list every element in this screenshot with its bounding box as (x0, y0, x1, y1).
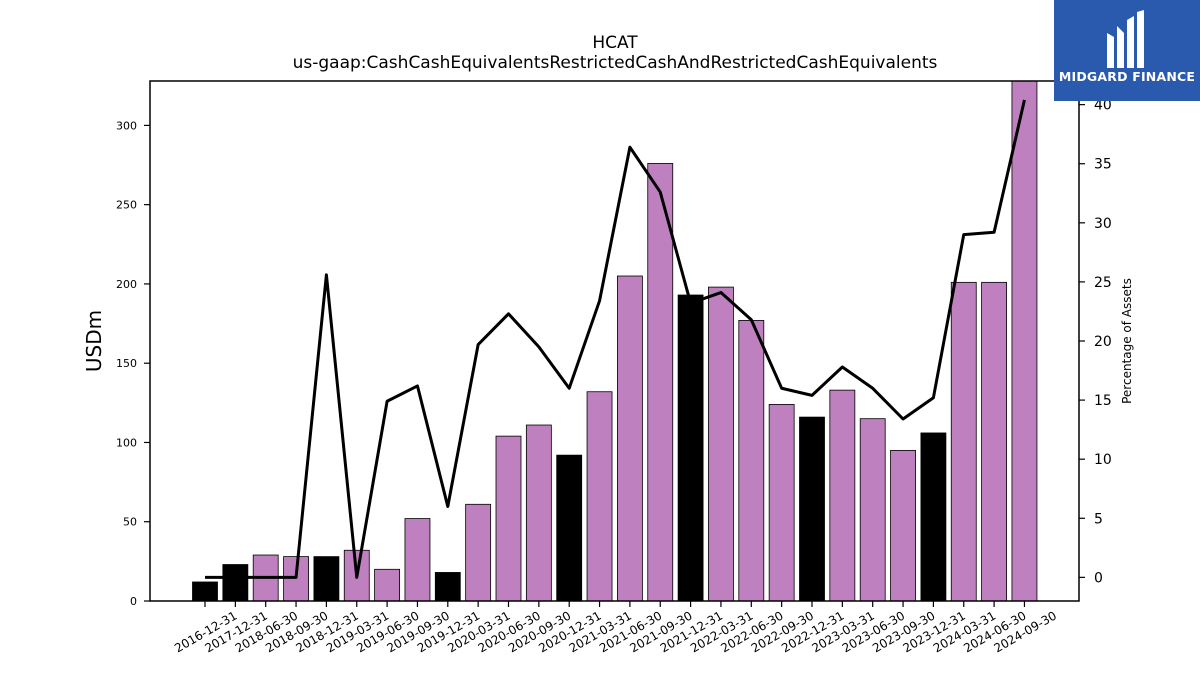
y-tick-label: 150 (116, 357, 137, 370)
bar (434, 572, 461, 602)
y2-tick-label: 5 (1094, 511, 1103, 527)
bar (920, 432, 947, 602)
bar (829, 389, 856, 602)
y-tick-label: 100 (116, 436, 137, 449)
y2-tick-label: 15 (1094, 393, 1112, 409)
y2-tick-label: 30 (1094, 216, 1112, 232)
y2-axis-label: Percentage of Assets (1120, 278, 1134, 404)
bar (677, 294, 704, 602)
bar (617, 275, 643, 602)
bar (890, 449, 916, 602)
bar (374, 568, 401, 602)
bar (192, 581, 218, 602)
y2-tick-label: 40 (1094, 98, 1112, 114)
line-series (205, 99, 1026, 579)
bar (556, 454, 583, 602)
chart-subtitle: us-gaap:CashCashEquivalentsRestrictedCas… (293, 53, 938, 73)
y2-tick-label: 35 (1094, 157, 1112, 173)
bar (647, 163, 674, 602)
y-tick-label: 50 (123, 516, 137, 529)
bar (981, 281, 1007, 602)
y2-tick-label: 25 (1094, 275, 1112, 291)
y2-tick-label: 0 (1094, 570, 1103, 586)
bar (404, 518, 431, 602)
y-tick-label: 200 (116, 278, 137, 291)
bar (708, 286, 734, 602)
bar (525, 424, 552, 602)
y2-tick-label: 10 (1094, 452, 1112, 468)
bar (495, 435, 522, 602)
y-tick-label: 0 (130, 595, 137, 608)
bar (859, 418, 886, 602)
bar (738, 319, 765, 602)
y2-axis-ticks: 0 5 10 15 20 25 30 35 40 (1079, 98, 1112, 586)
y2-tick-label: 20 (1094, 334, 1112, 350)
chart-title: HCAT (592, 33, 638, 53)
bar (768, 404, 795, 602)
brand-name: MIDGARD FINANCE (1058, 69, 1196, 84)
brand-mark-icon (1107, 10, 1144, 68)
brand-logo: MIDGARD FINANCE (1054, 0, 1200, 101)
bar (950, 281, 977, 602)
bar-series (192, 80, 1038, 602)
bar (465, 503, 492, 602)
bar (222, 564, 249, 602)
bar (586, 391, 613, 602)
percentage-line (205, 99, 1026, 579)
x-axis-ticks: 2016-12-312017-12-312018-06-302018-09-30… (172, 601, 1059, 655)
bar (799, 416, 825, 602)
plot-frame (149, 80, 1080, 602)
bar (313, 556, 340, 602)
bar (1011, 80, 1038, 602)
y-tick-label: 250 (116, 199, 137, 212)
y-tick-label: 300 (116, 119, 137, 132)
y-axis-label: USDm (82, 310, 106, 372)
y-axis-ticks: 0 50 100 150 200 250 300 (116, 119, 150, 608)
